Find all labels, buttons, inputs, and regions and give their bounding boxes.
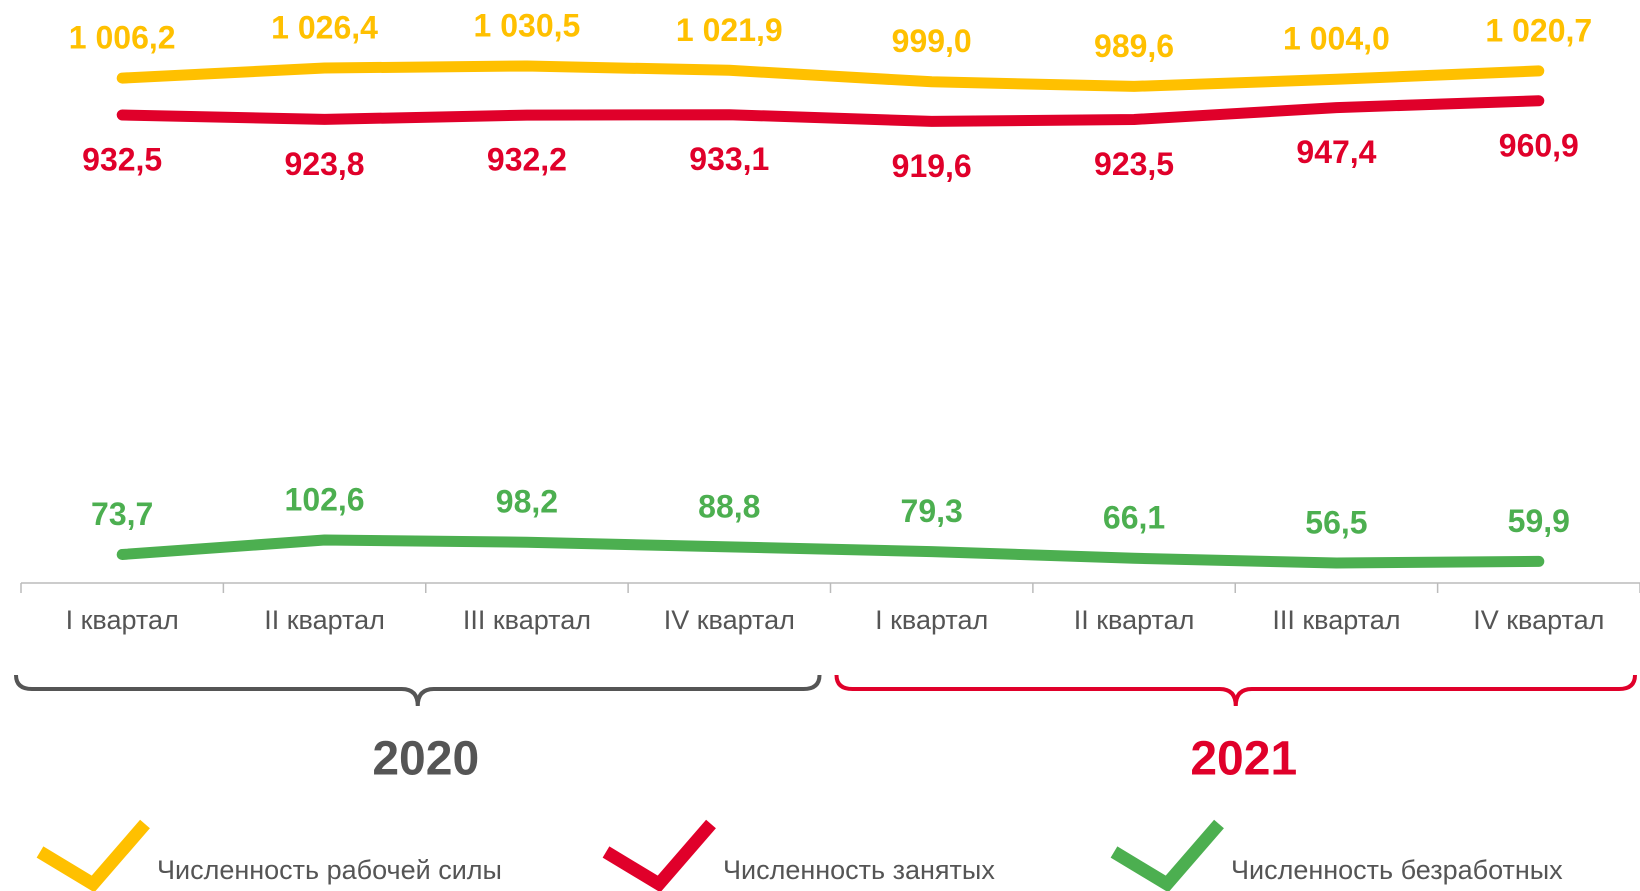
legend-label: Численность рабочей силы xyxy=(157,855,502,885)
data-label: 88,8 xyxy=(698,488,760,524)
x-tick-label: II квартал xyxy=(1074,605,1195,635)
x-tick-label: IV квартал xyxy=(664,605,795,635)
group-label: 2020 xyxy=(372,733,479,786)
legend-label: Численность безработных xyxy=(1231,855,1563,885)
data-label: 989,6 xyxy=(1094,28,1174,64)
data-label: 960,9 xyxy=(1499,127,1579,163)
group-brace xyxy=(834,674,1637,707)
data-label: 923,8 xyxy=(285,146,365,182)
legend-label: Численность занятых xyxy=(723,855,995,885)
x-tick-label: I квартал xyxy=(66,605,179,635)
data-label: 923,5 xyxy=(1094,146,1174,182)
data-label: 98,2 xyxy=(496,484,558,520)
series-line xyxy=(116,534,1545,569)
data-label: 947,4 xyxy=(1296,134,1376,170)
x-tick-label: I квартал xyxy=(875,605,988,635)
data-label: 1 006,2 xyxy=(69,20,176,56)
group-label: 2021 xyxy=(1190,733,1297,786)
data-label: 66,1 xyxy=(1103,500,1165,536)
data-label: 1 030,5 xyxy=(474,7,581,43)
data-label: 56,5 xyxy=(1305,505,1367,541)
data-label: 1 026,4 xyxy=(271,10,378,46)
legend-swatch xyxy=(602,819,716,891)
data-label: 933,1 xyxy=(689,141,769,177)
data-label: 999,0 xyxy=(892,23,972,59)
data-label: 79,3 xyxy=(901,493,963,529)
group-brace xyxy=(14,674,822,707)
data-label: 1 020,7 xyxy=(1485,12,1592,48)
data-label: 59,9 xyxy=(1508,503,1570,539)
data-label: 1 021,9 xyxy=(676,12,783,48)
data-label: 932,2 xyxy=(487,142,567,178)
data-label: 1 004,0 xyxy=(1283,21,1390,57)
x-tick-label: III квартал xyxy=(1272,605,1400,635)
x-tick-label: IV квартал xyxy=(1473,605,1604,635)
data-label: 919,6 xyxy=(892,148,972,184)
legend-swatch xyxy=(36,819,150,891)
x-tick-label: III квартал xyxy=(463,605,591,635)
x-tick-label: II квартал xyxy=(264,605,385,635)
data-label: 932,5 xyxy=(82,141,162,177)
series-line xyxy=(116,60,1545,92)
legend-swatch xyxy=(1110,819,1224,891)
data-label: 73,7 xyxy=(91,496,153,532)
series-line xyxy=(116,95,1545,127)
data-label: 102,6 xyxy=(285,481,365,517)
